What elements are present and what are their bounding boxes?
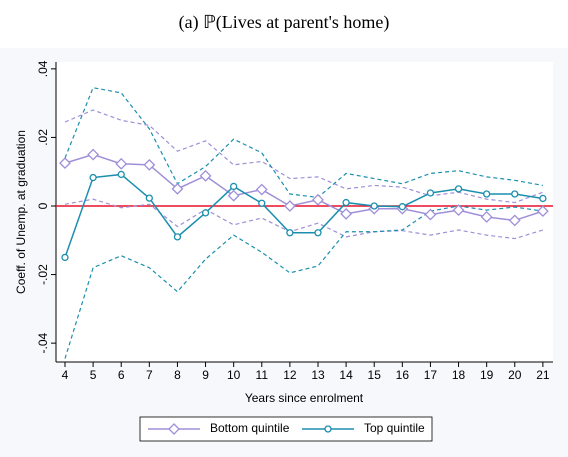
marker — [480, 211, 493, 223]
plot-area — [56, 62, 553, 362]
marker — [171, 182, 184, 195]
marker — [312, 193, 324, 206]
marker — [283, 200, 296, 212]
marker — [255, 183, 268, 196]
marker — [227, 189, 240, 202]
x-tick-label: 11 — [256, 368, 269, 382]
ci-upper — [64, 109, 544, 204]
marker — [115, 157, 128, 170]
marker — [426, 189, 435, 197]
x-tick-label: 16 — [396, 368, 410, 382]
x-tick-label: 4 — [62, 368, 69, 382]
x-tick-label: 5 — [90, 368, 97, 382]
marker — [286, 229, 294, 237]
marker — [143, 158, 156, 171]
marker — [201, 209, 210, 217]
legend-label: Bottom quintile — [210, 421, 290, 435]
marker — [230, 182, 238, 191]
legend-label: Top quintile — [364, 421, 425, 435]
ci-lower — [64, 198, 544, 240]
marker — [398, 203, 406, 211]
marker — [508, 214, 521, 227]
x-tick-label: 17 — [424, 368, 438, 382]
marker — [340, 207, 353, 220]
chart-title: (a) ℙ(Lives at parent's home) — [179, 12, 390, 33]
marker — [117, 170, 125, 179]
y-tick-label: -.02 — [36, 264, 50, 285]
x-tick-label: 20 — [508, 368, 522, 382]
marker — [483, 190, 491, 198]
marker — [199, 169, 212, 182]
marker — [511, 190, 519, 198]
legend-marker — [324, 425, 332, 433]
x-tick-label: 13 — [311, 368, 325, 382]
marker — [61, 253, 69, 262]
x-axis-label: Years since enrolment — [245, 391, 364, 405]
marker — [536, 205, 549, 218]
x-tick-label: 10 — [227, 368, 241, 382]
x-tick-label: 18 — [452, 368, 466, 382]
marker — [59, 157, 71, 170]
x-tick-label: 8 — [174, 368, 181, 382]
marker — [314, 229, 322, 237]
y-tick-label: .04 — [36, 60, 50, 77]
x-tick-label: 19 — [480, 368, 494, 382]
marker — [342, 198, 350, 207]
y-tick-label: 0 — [36, 202, 50, 209]
marker — [454, 185, 463, 193]
y-tick-label: .02 — [36, 129, 50, 146]
x-tick-label: 14 — [339, 368, 353, 382]
series-line — [64, 173, 543, 258]
x-tick-label: 12 — [283, 368, 297, 382]
y-axis-label: Coeff. of Unemp. at graduation — [14, 130, 28, 294]
marker — [539, 194, 547, 203]
marker — [370, 202, 378, 210]
marker — [89, 173, 97, 182]
marker — [145, 194, 153, 202]
y-tick-label: -.04 — [36, 332, 50, 353]
x-tick-label: 9 — [202, 368, 209, 382]
marker — [424, 208, 437, 221]
x-tick-label: 6 — [118, 368, 125, 382]
marker — [87, 148, 100, 161]
ci-upper — [64, 87, 543, 199]
x-tick-label: 7 — [146, 368, 153, 382]
x-tick-label: 15 — [368, 368, 382, 382]
marker — [173, 233, 182, 241]
x-tick-label: 21 — [536, 368, 550, 382]
legend-marker — [168, 423, 180, 435]
marker — [258, 199, 266, 207]
marker — [452, 204, 465, 217]
